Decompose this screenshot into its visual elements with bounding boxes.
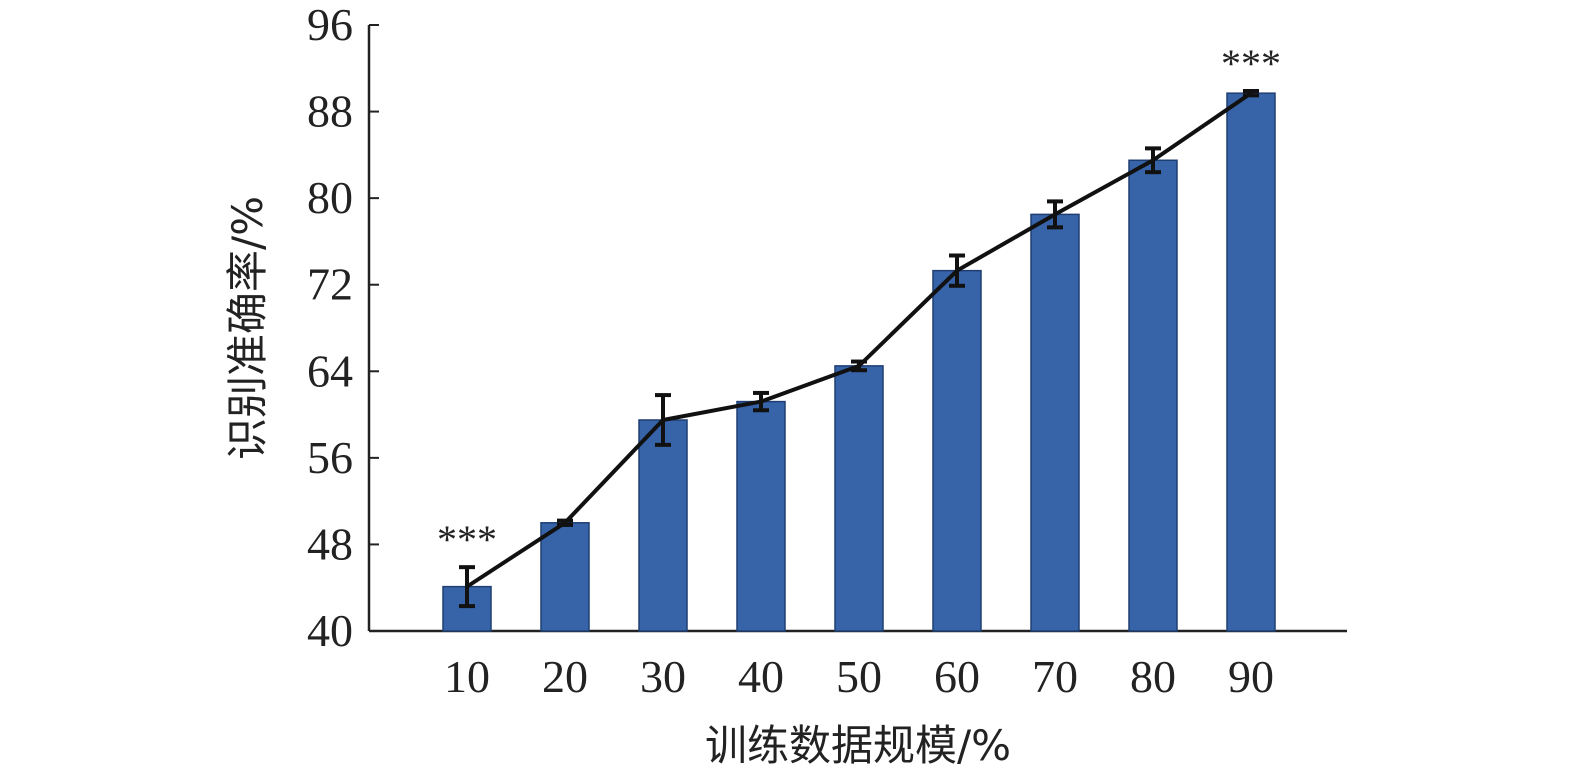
x-tick-label: 50 [836, 651, 882, 702]
y-ticks: 40 48 56 64 72 80 88 96 [307, 0, 379, 656]
error-bars [459, 89, 1259, 609]
x-tick-label: 60 [934, 651, 980, 702]
y-tick-label: 72 [307, 259, 353, 310]
y-tick-label: 88 [307, 86, 353, 137]
significance-marker: *** [437, 517, 497, 562]
bar [834, 365, 884, 632]
significance-marker: *** [1221, 41, 1281, 86]
trend-line-layer [465, 91, 1253, 589]
y-tick-label: 40 [307, 605, 353, 656]
x-tick-label: 30 [640, 651, 686, 702]
bar [540, 522, 590, 632]
y-tick-label: 64 [307, 345, 353, 396]
y-axis-title: 识别准确率/% [223, 196, 272, 460]
bars [442, 92, 1276, 632]
y-tick-label: 80 [307, 172, 353, 223]
bar [638, 419, 688, 632]
trend-line [465, 91, 1253, 589]
bar [1226, 92, 1276, 632]
bar [1030, 213, 1080, 632]
y-tick-label: 96 [307, 0, 353, 50]
x-tick-label: 70 [1032, 651, 1078, 702]
y-tick-label: 48 [307, 518, 353, 569]
bar [1128, 159, 1178, 632]
x-tick-label: 10 [444, 651, 490, 702]
x-tick-label: 90 [1228, 651, 1274, 702]
x-tick-label: 20 [542, 651, 588, 702]
y-tick-label: 56 [307, 432, 353, 483]
bar [932, 269, 982, 632]
x-ticks: 10 20 30 40 50 60 70 80 90 [444, 651, 1274, 702]
bar [736, 400, 786, 632]
x-tick-label: 40 [738, 651, 784, 702]
annotations: *** *** [437, 41, 1281, 562]
x-tick-label: 80 [1130, 651, 1176, 702]
x-axis-title: 训练数据规模/% [705, 721, 1011, 770]
